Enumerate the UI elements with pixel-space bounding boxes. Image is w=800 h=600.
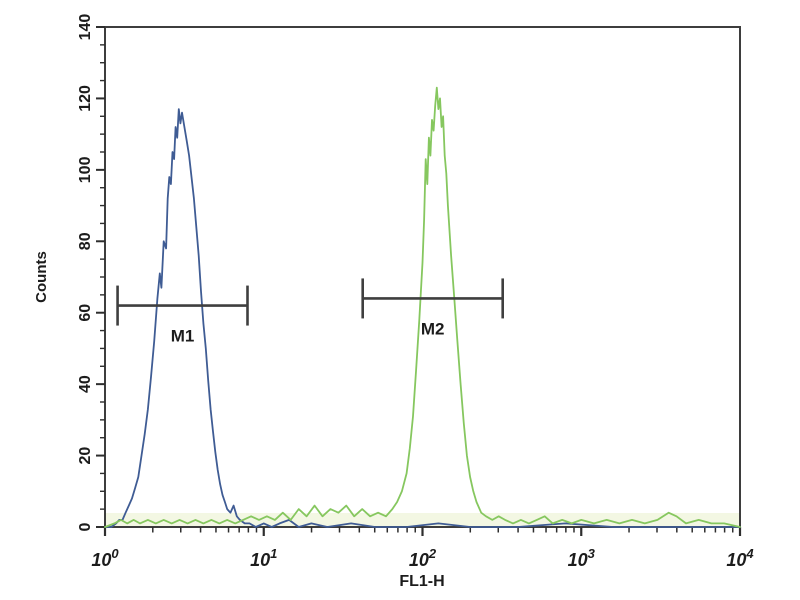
x-axis-title: FL1-H bbox=[399, 573, 444, 590]
x-decade-label: 100 bbox=[91, 546, 119, 570]
y-axis-title: Counts bbox=[33, 251, 50, 303]
y-tick-label: 60 bbox=[77, 304, 94, 322]
marker-label: M2 bbox=[421, 319, 445, 338]
y-tick-label: 40 bbox=[77, 375, 94, 393]
x-decade-label: 102 bbox=[409, 546, 437, 570]
y-tick-label: 0 bbox=[77, 522, 94, 531]
gate-marker-m1: M1 bbox=[116, 285, 249, 346]
y-tick-label: 80 bbox=[77, 232, 94, 250]
y-tick-label: 140 bbox=[77, 14, 94, 41]
x-decade-label: 104 bbox=[726, 546, 754, 570]
x-decade-label: 101 bbox=[250, 546, 277, 570]
gate-marker-m2: M2 bbox=[361, 278, 504, 338]
y-tick-label: 120 bbox=[77, 85, 94, 112]
y-tick-label: 20 bbox=[77, 447, 94, 465]
marker-label: M1 bbox=[171, 327, 195, 346]
x-decade-label: 103 bbox=[568, 546, 596, 570]
y-tick-label: 100 bbox=[77, 156, 94, 183]
series-trace-green bbox=[104, 86, 741, 528]
series-trace-blue bbox=[104, 108, 741, 528]
